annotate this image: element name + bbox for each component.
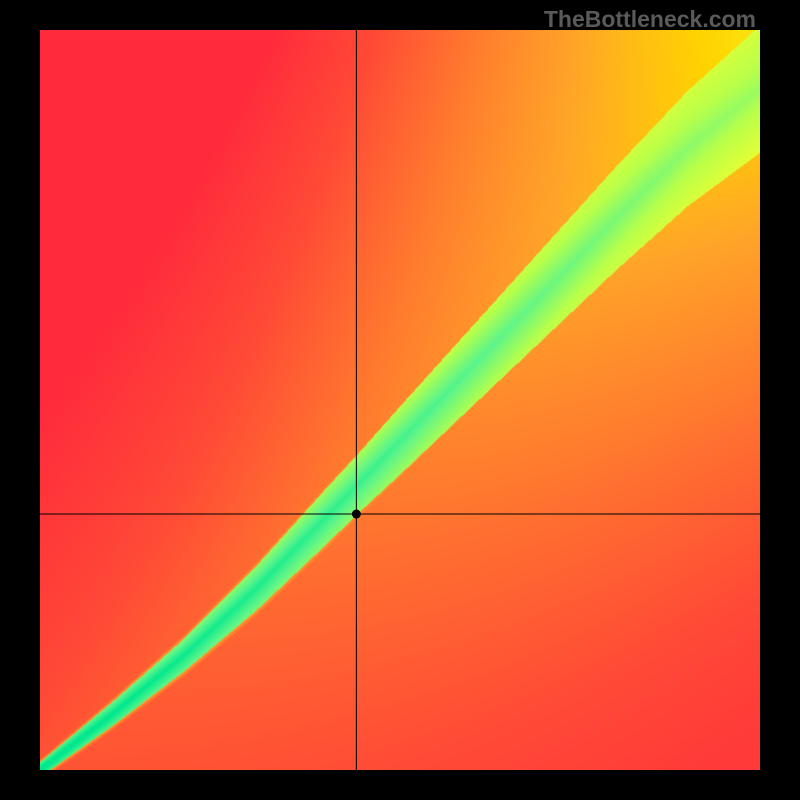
bottleneck-heatmap: [40, 30, 760, 770]
chart-container: { "chart": { "type": "heatmap", "canvas"…: [0, 0, 800, 800]
watermark-label: TheBottleneck.com: [544, 6, 756, 33]
